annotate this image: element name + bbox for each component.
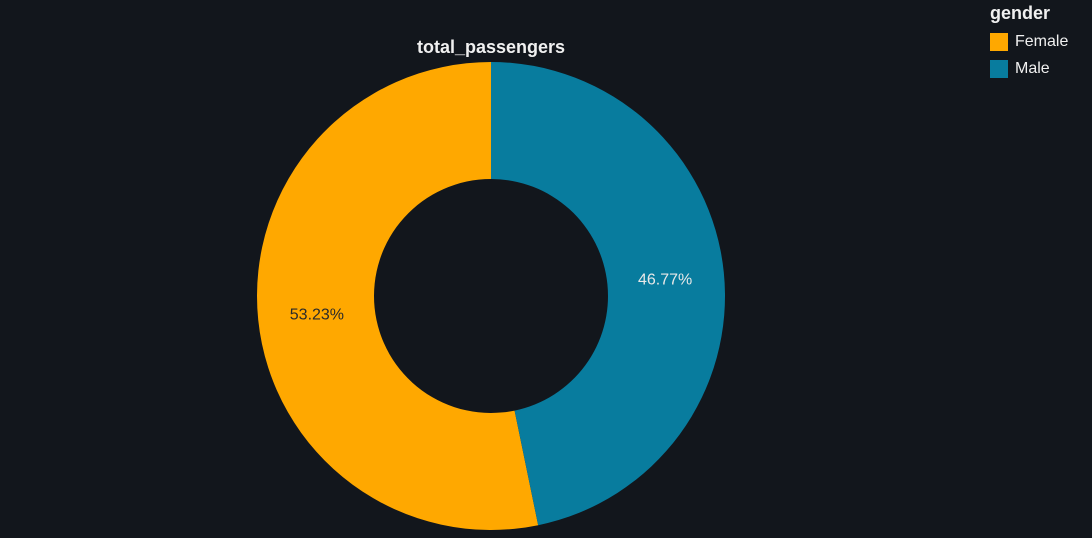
slice-label-female: 53.23% — [290, 307, 344, 324]
legend-item-female[interactable]: Female — [990, 28, 1068, 55]
legend: gender Female Male — [990, 2, 1068, 82]
slice-labels-group: 53.23% 46.77% — [290, 271, 692, 323]
slice-label-male: 46.77% — [638, 271, 692, 288]
slices-group — [257, 62, 725, 530]
slice-female[interactable] — [257, 62, 539, 530]
legend-swatch-female — [990, 32, 1008, 51]
legend-label-male: Male — [1015, 59, 1050, 77]
legend-item-male[interactable]: Male — [990, 55, 1068, 82]
legend-swatch-male — [990, 59, 1008, 78]
chart-title: total_passengers — [417, 37, 565, 57]
legend-title: gender — [990, 3, 1051, 23]
slice-male[interactable] — [491, 62, 725, 526]
legend-label-female: Female — [1015, 32, 1069, 50]
